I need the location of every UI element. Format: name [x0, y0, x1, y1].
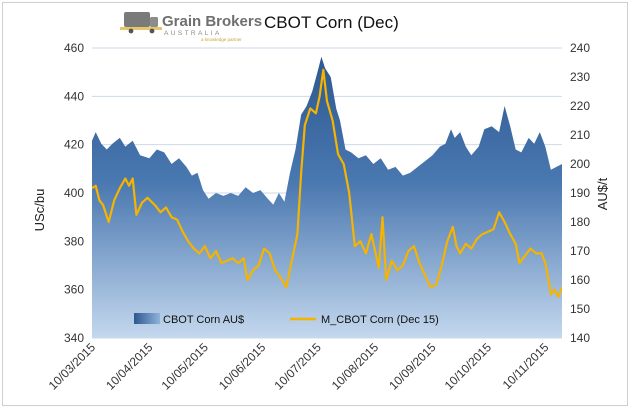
- y-axis-right-title: AU$/t: [595, 177, 610, 210]
- y-tick-label-right: 150: [570, 302, 590, 316]
- x-tick-label: 10/03/2015: [46, 340, 99, 393]
- series-area-cbot-corn-aud: [92, 56, 562, 338]
- y-tick-label-right: 240: [570, 41, 590, 55]
- series-line-cbot-corn-dec15: [92, 68, 562, 298]
- y-tick-label-right: 170: [570, 244, 590, 258]
- y-tick-label-right: 210: [570, 128, 590, 142]
- legend: CBOT Corn AU$ M_CBOT Corn (Dec 15): [134, 313, 439, 326]
- brand-tagline: a knowledge partner: [201, 37, 242, 42]
- legend-swatch-area: [134, 313, 160, 324]
- y-axis-left-title: USc/bu: [32, 189, 47, 232]
- x-tick-label: 10/06/2015: [216, 340, 269, 393]
- x-tick-label: 10/07/2015: [271, 340, 324, 393]
- legend-label-area: CBOT Corn AU$: [163, 314, 244, 326]
- y-tick-label-right: 160: [570, 273, 590, 287]
- x-tick-label: 10/08/2015: [329, 340, 382, 393]
- x-tick-label: 10/11/2015: [500, 340, 552, 392]
- brand-sub: AUSTRALIA: [164, 30, 222, 37]
- x-tick-label: 10/09/2015: [386, 340, 439, 393]
- y-axis-left: 340 360 380 400 420 440 460: [64, 41, 84, 345]
- y-tick-label-right: 200: [570, 157, 590, 171]
- y-tick-label-right: 190: [570, 186, 590, 200]
- y-axis-right: 140 150 160 170 180 190 200 210 220 230 240: [570, 41, 590, 345]
- y-tick-label-right: 230: [570, 70, 590, 84]
- brand-logo: Grain Brokers AUSTRALIA a knowledge part…: [120, 12, 262, 42]
- x-axis: 10/03/2015 10/04/2015 10/05/2015 10/06/2015…: [46, 340, 552, 393]
- chart-title: CBOT Corn (Dec): [264, 13, 399, 32]
- y-tick-label-left: 400: [64, 186, 84, 200]
- x-tick-label: 10/05/2015: [159, 340, 212, 393]
- x-tick-label: 10/10/2015: [442, 340, 495, 393]
- y-tick-label-right: 220: [570, 99, 590, 113]
- plot-area: [92, 56, 562, 338]
- y-tick-label-right: 180: [570, 215, 590, 229]
- x-tick-label: 10/04/2015: [103, 340, 156, 393]
- y-tick-label-right: 140: [570, 331, 590, 345]
- truck-icon: [120, 12, 162, 34]
- y-tick-label-left: 380: [64, 234, 84, 248]
- y-tick-label-left: 460: [64, 41, 84, 55]
- legend-label-line: M_CBOT Corn (Dec 15): [321, 314, 439, 326]
- y-tick-label-left: 360: [64, 283, 84, 297]
- y-tick-label-left: 340: [64, 331, 84, 345]
- brand-name: Grain Brokers: [162, 13, 262, 30]
- y-tick-label-left: 420: [64, 138, 84, 152]
- y-tick-label-left: 440: [64, 89, 84, 103]
